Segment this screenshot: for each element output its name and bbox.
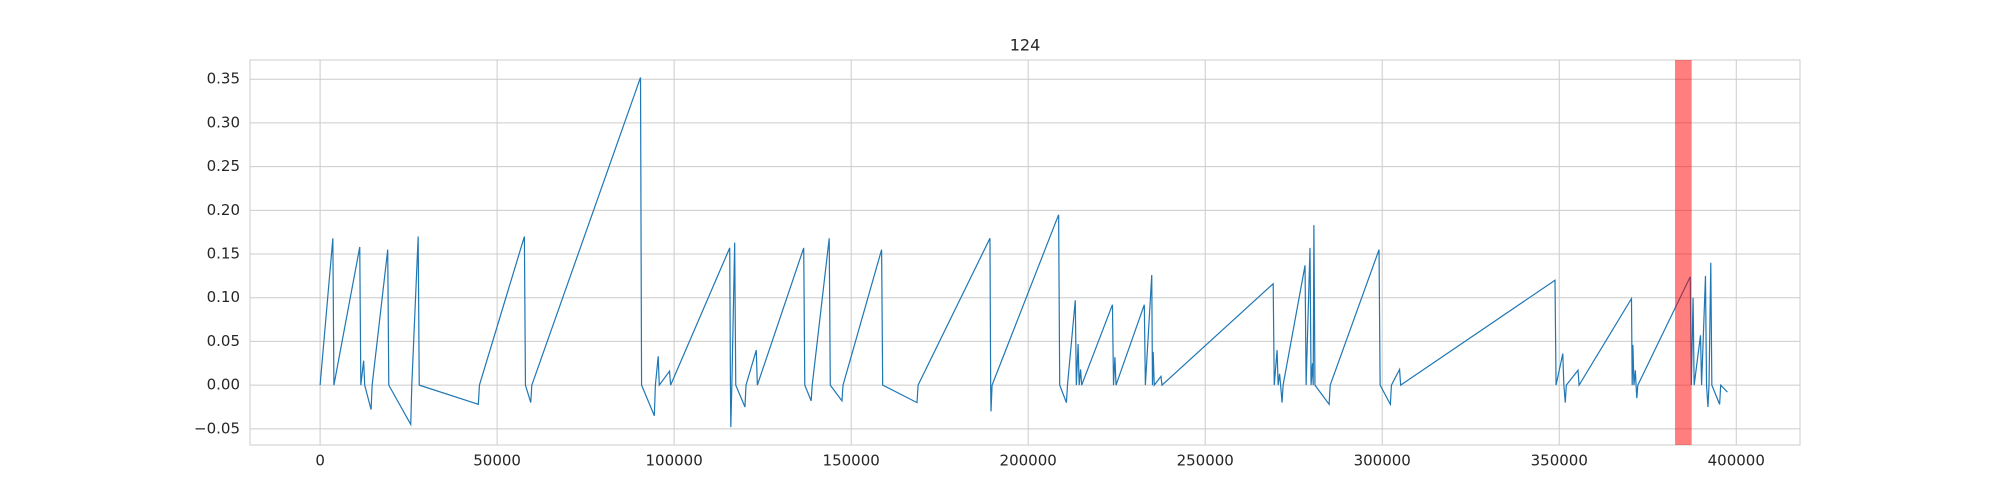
y-tick-label: 0.05 [207,332,240,350]
y-tick-label: 0.35 [207,70,240,88]
chart-title: 124 [1010,36,1041,55]
x-tick-label: 150000 [823,452,880,470]
x-tick-label: 400000 [1708,452,1765,470]
x-tick-label: 300000 [1354,452,1411,470]
y-tick-label: 0.20 [207,201,240,219]
highlight-span [1675,60,1692,445]
y-tick-label: 0.00 [207,376,240,394]
y-tick-label: 0.10 [207,288,240,306]
data-line [319,77,1728,428]
axes-frame [249,59,1801,446]
y-tick-label: 0.25 [207,157,240,175]
y-tick-label: 0.15 [207,245,240,263]
x-tick-label: 0 [315,452,325,470]
x-tick-label: 50000 [473,452,521,470]
x-tick-label: 350000 [1531,452,1588,470]
x-tick-label: 200000 [1000,452,1057,470]
x-tick-label: 100000 [646,452,703,470]
x-tick-label: 250000 [1177,452,1234,470]
y-tick-label: −0.05 [194,419,240,437]
y-tick-label: 0.30 [207,113,240,131]
